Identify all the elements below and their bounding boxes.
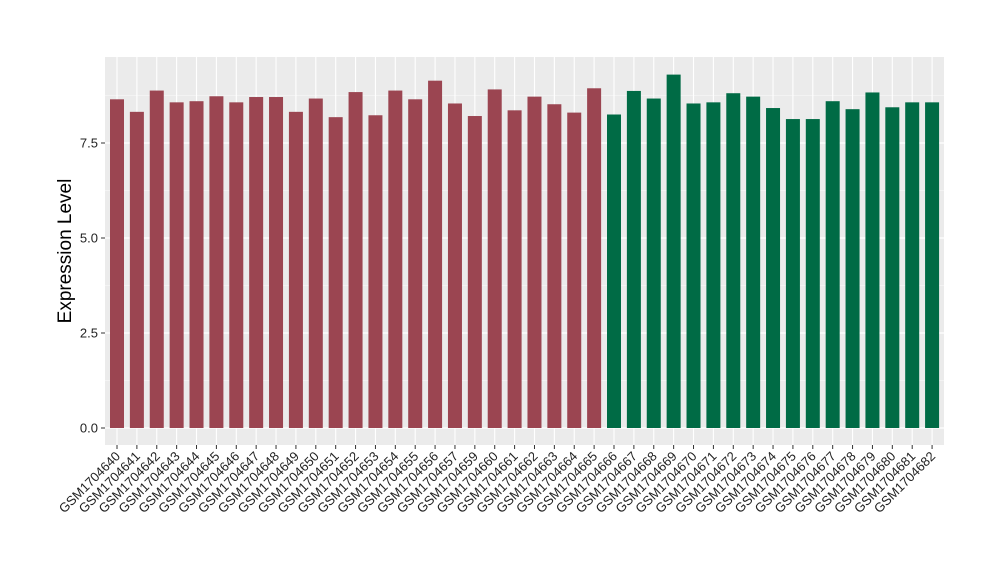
bar-GSM1704657 <box>447 103 462 428</box>
bar-GSM1704652 <box>348 92 363 428</box>
bar-GSM1704663 <box>547 104 562 429</box>
bar-GSM1704668 <box>646 98 661 428</box>
bar-GSM1704682 <box>925 102 940 428</box>
bar-GSM1704646 <box>229 102 244 428</box>
bar-GSM1704643 <box>169 102 184 428</box>
y-tick-label: 0.0 <box>80 421 98 436</box>
bar-GSM1704674 <box>766 108 781 428</box>
bar-GSM1704653 <box>368 115 383 428</box>
bar-GSM1704640 <box>110 99 124 429</box>
bar-GSM1704665 <box>587 88 602 428</box>
bar-GSM1704659 <box>467 116 482 429</box>
y-tick-label: 5.0 <box>80 231 98 246</box>
bar-GSM1704645 <box>209 96 224 428</box>
bar-GSM1704673 <box>746 96 761 428</box>
bar-GSM1704651 <box>328 117 343 428</box>
bars <box>110 74 940 429</box>
bar-GSM1704648 <box>269 97 284 429</box>
y-axis-title: Expression Level <box>55 179 76 324</box>
bar-GSM1704677 <box>825 101 840 428</box>
bar-GSM1704644 <box>189 101 204 428</box>
y-tick-label: 7.5 <box>80 136 98 151</box>
bar-GSM1704681 <box>905 102 920 428</box>
bar-GSM1704669 <box>666 74 681 428</box>
bar-GSM1704660 <box>487 89 502 429</box>
bar-GSM1704655 <box>408 99 423 429</box>
bar-GSM1704678 <box>845 109 860 429</box>
bar-GSM1704642 <box>149 90 164 428</box>
bar-GSM1704664 <box>567 112 582 428</box>
bar-GSM1704656 <box>428 80 443 429</box>
bar-GSM1704654 <box>388 90 403 428</box>
bar-GSM1704661 <box>507 110 522 428</box>
bar-GSM1704670 <box>686 103 701 428</box>
x-axis: GSM1704640GSM1704641GSM1704642GSM1704643… <box>56 445 938 516</box>
bar-GSM1704650 <box>308 98 323 428</box>
bar-GSM1704641 <box>129 111 144 428</box>
bar-GSM1704680 <box>885 107 900 428</box>
bar-GSM1704675 <box>785 119 800 428</box>
bar-GSM1704672 <box>726 93 741 428</box>
bar-GSM1704679 <box>865 92 880 429</box>
y-axis: 0.0 2.5 5.0 7.5 <box>80 136 105 436</box>
bar-GSM1704671 <box>706 102 721 428</box>
y-tick-label: 2.5 <box>80 326 98 341</box>
bar-GSM1704662 <box>527 96 542 428</box>
bar-GSM1704649 <box>288 111 303 428</box>
bar-GSM1704647 <box>249 97 264 429</box>
bar-GSM1704676 <box>805 119 820 428</box>
bar-GSM1704666 <box>607 114 621 428</box>
bar-GSM1704667 <box>626 90 641 428</box>
